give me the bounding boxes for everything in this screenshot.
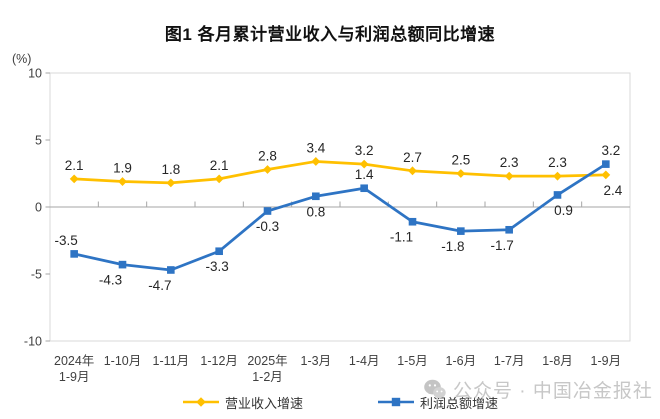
profit-growth-marker [505,225,513,234]
profit-growth-marker [457,227,465,235]
revenue-growth-data-label: 2.7 [403,150,422,165]
revenue-growth-marker [311,157,321,166]
revenue-growth-data-label: 1.9 [113,161,132,176]
profit-growth-line [72,162,608,272]
revenue-growth-data-label: 2.3 [548,155,567,170]
revenue-growth-marker [601,170,611,180]
revenue-growth-data-label: 3.4 [306,140,325,155]
legend-label-revenue-growth: 营业收入增速 [225,395,304,411]
revenue-growth-data-label: 1.8 [161,162,180,177]
revenue-growth-data-label: 3.2 [355,143,374,158]
x-category-label: 2024年 [54,354,94,368]
revenue-growth-marker [408,166,417,176]
profit-growth-marker [408,217,417,226]
revenue-growth-marker [504,171,514,181]
revenue-growth-data-label: 2.1 [210,158,229,173]
x-category-label: 1-9月 [59,370,90,384]
revenue-growth-marker [553,171,562,181]
revenue-growth-line [72,160,608,185]
y-tick-label: 0 [35,201,42,215]
revenue-growth-marker [359,159,369,169]
revenue-growth-data-label: 2.4 [603,183,622,198]
legend-label-profit-growth: 利润总额增速 [420,395,499,411]
profit-growth-data-label: -0.3 [256,219,279,234]
profit-growth-marker [263,207,272,215]
profit-growth-marker [70,250,78,258]
profit-growth-data-label: -1.8 [441,239,464,254]
x-category-label: 1-4月 [349,354,380,368]
revenue-growth-marker [118,177,127,186]
profit-growth-marker [215,247,223,256]
x-category-label: 1-3月 [301,354,332,368]
x-category-label: 1-12月 [200,354,238,368]
revenue-growth-data-label: 2.3 [500,155,519,170]
profit-growth-data-label: 0.8 [306,204,325,219]
profit-growth-data-label: -1.1 [390,230,413,245]
x-category-label: 1-9月 [591,354,622,368]
x-category-label: 2025年 [247,354,287,368]
profit-growth-marker [553,191,562,199]
profit-growth-data-label: -3.3 [206,259,229,274]
revenue-growth-marker [456,169,466,178]
profit-growth-data-label: -4.7 [148,278,171,293]
profit-growth-legend-marker [378,397,414,407]
chart-title: 图1 各月累计营业收入与利润总额同比增速 [164,25,496,44]
profit-growth-marker [167,266,175,274]
revenue-growth-marker [69,174,79,184]
x-category-label: 1-6月 [446,354,477,368]
wechat-icon [424,379,446,398]
x-category-label: 1-2月 [252,370,283,384]
legend-item-revenue-growth: 营业收入增速 [182,394,304,411]
watermark-text: 公众号 · 中国冶金报社 [453,381,653,402]
x-category-label: 1-5月 [397,354,428,368]
profit-growth-data-label: -4.3 [99,273,122,288]
y-tick-label: 10 [28,67,42,81]
profit-growth-data-label: -3.5 [55,233,78,248]
x-category-label: 1-7月 [494,354,525,368]
revenue-growth-marker [166,178,176,188]
y-tick-label: -5 [31,268,42,282]
profit-growth-marker [602,160,610,168]
y-tick-label: 5 [35,134,42,148]
revenue-growth-marker [263,165,272,174]
profit-growth-data-label: 1.4 [355,167,374,182]
profit-growth-data-label: -1.7 [491,238,514,253]
watermark: 公众号 · 中国冶金报社 [423,376,653,403]
profit-growth-marker [118,260,127,269]
revenue-growth-data-label: 2.5 [451,153,470,168]
revenue-growth-legend-marker [183,397,219,407]
profit-growth-marker [360,184,368,193]
legend-item-profit-growth: 利润总额增速 [377,394,499,411]
profit-growth-data-label: 0.9 [554,203,573,218]
x-category-label: 1-10月 [104,354,142,368]
x-category-label: 1-8月 [542,354,573,368]
profit-growth-data-label: 3.2 [601,143,620,158]
y-axis-unit-label: (%) [12,52,32,66]
revenue-growth-data-label: 2.8 [258,148,277,163]
revenue-growth-marker [214,174,224,184]
profit-growth-marker [312,192,320,201]
y-tick-label: -10 [24,335,42,349]
x-category-label: 1-11月 [153,354,190,368]
revenue-growth-data-label: 2.1 [65,158,84,173]
